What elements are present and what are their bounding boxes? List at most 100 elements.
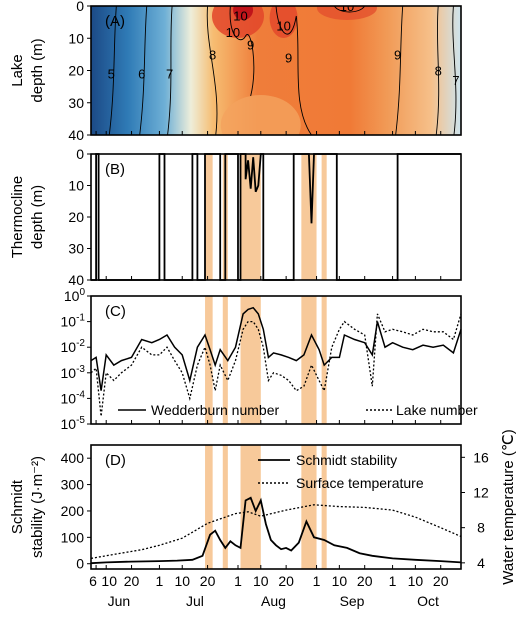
panel-c-y-tick-label: 10-2 [61,338,86,355]
panel-b-y-tick-label: 30 [68,241,84,257]
panel-d-highlight-band [321,445,327,569]
panel-a-y-tick-label: 30 [68,95,84,111]
panel-a-isotherm [229,6,255,97]
x-tick-label: 1 [234,573,242,589]
panel-a-contour-label: 9 [285,51,292,66]
panel-b-y-tick-label: 40 [68,272,84,288]
panel-a-isotherm [206,6,218,135]
panel-c-y-tick-label: 10-5 [61,415,86,432]
x-tick-label: 20 [433,573,449,589]
legend-c-wedderburn-label: Wedderburn number [151,402,279,418]
panel-a-contour-label: 8 [209,47,216,62]
panel-a-isotherm [395,6,404,135]
panel-d-highlight-band [240,445,261,569]
panel-a-isotherm [108,6,117,135]
panel-d-y2-tick-label: 12 [473,484,489,500]
panel-a-contour-label: 10 [226,25,240,40]
panel-a-deep-warm [220,95,301,135]
panel-d-frame [90,444,462,570]
panel-a-contour-label: 5 [108,67,115,82]
panel-d-y-label: stability (J·m⁻²) [29,456,46,558]
x-tick-label: 6 [89,573,97,589]
panel-d-y2-label: Water temperature (℃) [500,429,517,585]
panel-d-highlight-band [205,445,213,569]
panel-a-contour-label: 7 [166,67,173,82]
panel-d-y2-tick-label: 4 [477,555,485,571]
panel-d-highlight-band [301,445,317,569]
legend-c-lake-label: Lake number [396,402,478,418]
panel-c-wedderburn-line [90,306,462,391]
panel-a-isotherm [452,6,457,135]
panel-d-y-tick-label: 300 [61,477,85,493]
panel-d-highlight-band [222,445,228,569]
panel-b-highlight-band [205,154,213,280]
panel-a-contour-label: 10 [340,0,354,14]
legend-d-schmidt-label: Schmidt stability [296,452,397,468]
panel-d-y2-tick-label: 16 [473,449,489,465]
panel-a-y-label: Lake [9,54,26,87]
panel-d-surface-temp-line [90,504,462,560]
panel-a-y-tick-label: 40 [68,127,84,143]
panel-d-y-tick-label: 200 [61,503,85,519]
panel-b-thermocline-line [91,153,461,281]
panel-c-highlight-band [222,296,228,424]
panel-a-y-tick-label: 20 [68,63,84,79]
x-month-label: Sep [340,593,365,609]
x-month-label: Oct [417,593,439,609]
panel-c-y-tick-label: 10-1 [61,313,86,330]
x-tick-label: 10 [408,573,424,589]
x-tick-label: 20 [278,573,294,589]
panel-d-label: (D) [105,452,126,469]
panel-a-contour-label: 10 [233,9,247,24]
x-tick-label: 1 [313,573,321,589]
panel-c-highlight-band [321,296,327,424]
panel-a-isotherm [435,6,440,135]
panel-c-lake-number-line [90,313,462,417]
panel-a-y-tick-label: 10 [68,30,84,46]
panel-a-isotherm [333,6,366,13]
panel-b-y-label: depth (m) [29,185,46,249]
panel-b-label: (B) [105,161,125,178]
x-tick-label: 20 [124,573,140,589]
panel-c-highlight-band [240,296,261,424]
panel-a-contour-label: 6 [138,67,145,82]
panel-d-y-label: Schmidt [9,479,26,534]
panel-a-y-tick-label: 0 [76,0,84,14]
panel-a-y-label: depth (m) [29,38,46,102]
x-tick-label: 10 [253,573,269,589]
x-month-label: Jun [108,593,131,609]
panel-b-y-tick-label: 0 [76,146,84,162]
panel-a-contour-label: 9 [394,47,401,62]
panel-a-contour-label: 9 [247,38,254,53]
panel-a-isotherm [139,6,148,135]
panel-b-frame [90,153,462,281]
x-tick-label: 10 [101,573,117,589]
x-tick-label: 10 [174,573,190,589]
panel-b-y-tick-label: 10 [68,178,84,194]
panel-a-label: (A) [105,13,125,30]
panel-d-schmidt-line [90,496,462,565]
x-tick-label: 20 [357,573,373,589]
panel-a-hot-core [233,6,254,20]
panel-a-contour-label: 8 [435,64,442,79]
panel-c-frame [90,295,462,425]
panel-c-y-tick-label: 100 [64,287,86,304]
panel-a-contour-label: 7 [452,73,459,88]
panel-d-y-tick-label: 400 [61,450,85,466]
x-month-label: Aug [261,593,286,609]
panel-a-isotherm [275,6,312,135]
panel-c-label: (C) [105,303,126,320]
panel-d-y-tick-label: 0 [76,556,84,572]
x-tick-label: 20 [200,573,216,589]
panel-d-y-tick-label: 100 [61,529,85,545]
panel-b-y-tick-label: 20 [68,209,84,225]
x-tick-label: 1 [156,573,164,589]
panel-c-y-tick-label: 10-4 [61,389,86,406]
x-month-label: Jul [186,593,204,609]
panel-a-hot-patch [316,6,377,20]
panel-c-highlight-band [301,296,317,424]
panel-a-isotherm [167,6,173,135]
panel-a-contour-label: 10 [276,18,290,33]
